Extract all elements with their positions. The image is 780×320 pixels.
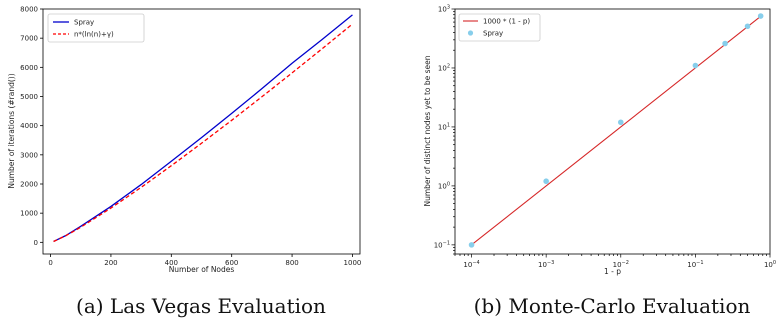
legend-label: 1000 * (1 - p) — [483, 18, 530, 26]
legend-label: Spray — [483, 30, 503, 38]
legend: 1000 * (1 - p) Spray — [458, 13, 541, 42]
tick-label: 10−1 — [687, 260, 703, 269]
y-axis-label: Number of distinct nodes yet to be seen — [423, 55, 432, 206]
tick-label: 100 — [438, 181, 450, 190]
legend-box — [458, 13, 541, 42]
legend-label: Spray — [74, 19, 94, 27]
axis-ticks: 10−4 10−3 10−2 10−1 100 10−1 100 101 102 103 — [434, 5, 776, 270]
scatter-point — [744, 23, 751, 30]
x-tick-label: 600 — [225, 259, 238, 267]
series-line-0 — [53, 14, 353, 243]
y-tick-label: 0 — [34, 239, 38, 247]
tick-label: 101 — [438, 122, 450, 131]
tick-label: 100 — [764, 260, 776, 269]
series-line-1 — [53, 23, 353, 243]
y-tick-label: 7000 — [20, 35, 38, 43]
scatter-point — [543, 178, 549, 185]
caption-b: (b) Monte-Carlo Evaluation — [474, 294, 751, 318]
x-axis-label: Number of Nodes — [169, 265, 235, 274]
y-tick-label: 4000 — [20, 122, 38, 130]
series-marks — [468, 13, 764, 248]
tick-label: 102 — [438, 63, 450, 72]
legend-swatch-dot — [467, 30, 474, 36]
monte-carlo-chart: 10−4 10−3 10−2 10−1 100 10−1 100 101 102 103 1 - … — [423, 5, 776, 277]
plot-frame — [454, 8, 771, 255]
tick-label: 10−2 — [613, 260, 629, 269]
x-tick-label: 400 — [165, 259, 178, 267]
scatter-point — [722, 40, 728, 47]
legend: Spray n*(ln(n)+γ) — [47, 13, 145, 43]
legend-label: n*(ln(n)+γ) — [74, 31, 114, 39]
x-axis-label: 1 - p — [604, 267, 621, 276]
y-axis-label: Number of iterations (#rand()) — [7, 73, 16, 188]
x-tick-label: 0 — [48, 259, 52, 267]
y-tick-label: 1000 — [20, 210, 38, 218]
x-tick-label: 800 — [285, 259, 298, 267]
series-lines — [53, 14, 353, 243]
fit-line — [471, 15, 762, 246]
axis-ticks: 0 200 400 600 800 1000 0 1000 2000 3000 4000 5000 60… — [20, 6, 361, 268]
tick-label: 10−1 — [434, 240, 450, 249]
y-tick-label: 8000 — [20, 6, 38, 14]
y-tick-label: 6000 — [20, 64, 38, 72]
plot-frame — [42, 8, 361, 255]
scatter-point — [468, 242, 475, 248]
y-tick-label: 3000 — [20, 151, 38, 159]
legend-box — [47, 13, 145, 43]
scatter-point — [757, 13, 764, 19]
scatter-point — [692, 62, 699, 69]
scatter-point — [617, 119, 624, 126]
tick-label: 10−4 — [463, 260, 479, 269]
las-vegas-chart: 0 200 400 600 800 1000 0 1000 2000 3000 4000 5000 60… — [7, 6, 361, 275]
x-tick-label: 200 — [104, 259, 117, 267]
caption-a: (a) Las Vegas Evaluation — [76, 294, 326, 318]
x-tick-label: 1000 — [344, 259, 362, 267]
tick-label: 10−3 — [538, 260, 554, 269]
y-tick-label: 2000 — [20, 181, 38, 189]
tick-label: 103 — [438, 5, 450, 14]
y-tick-label: 5000 — [20, 93, 38, 101]
